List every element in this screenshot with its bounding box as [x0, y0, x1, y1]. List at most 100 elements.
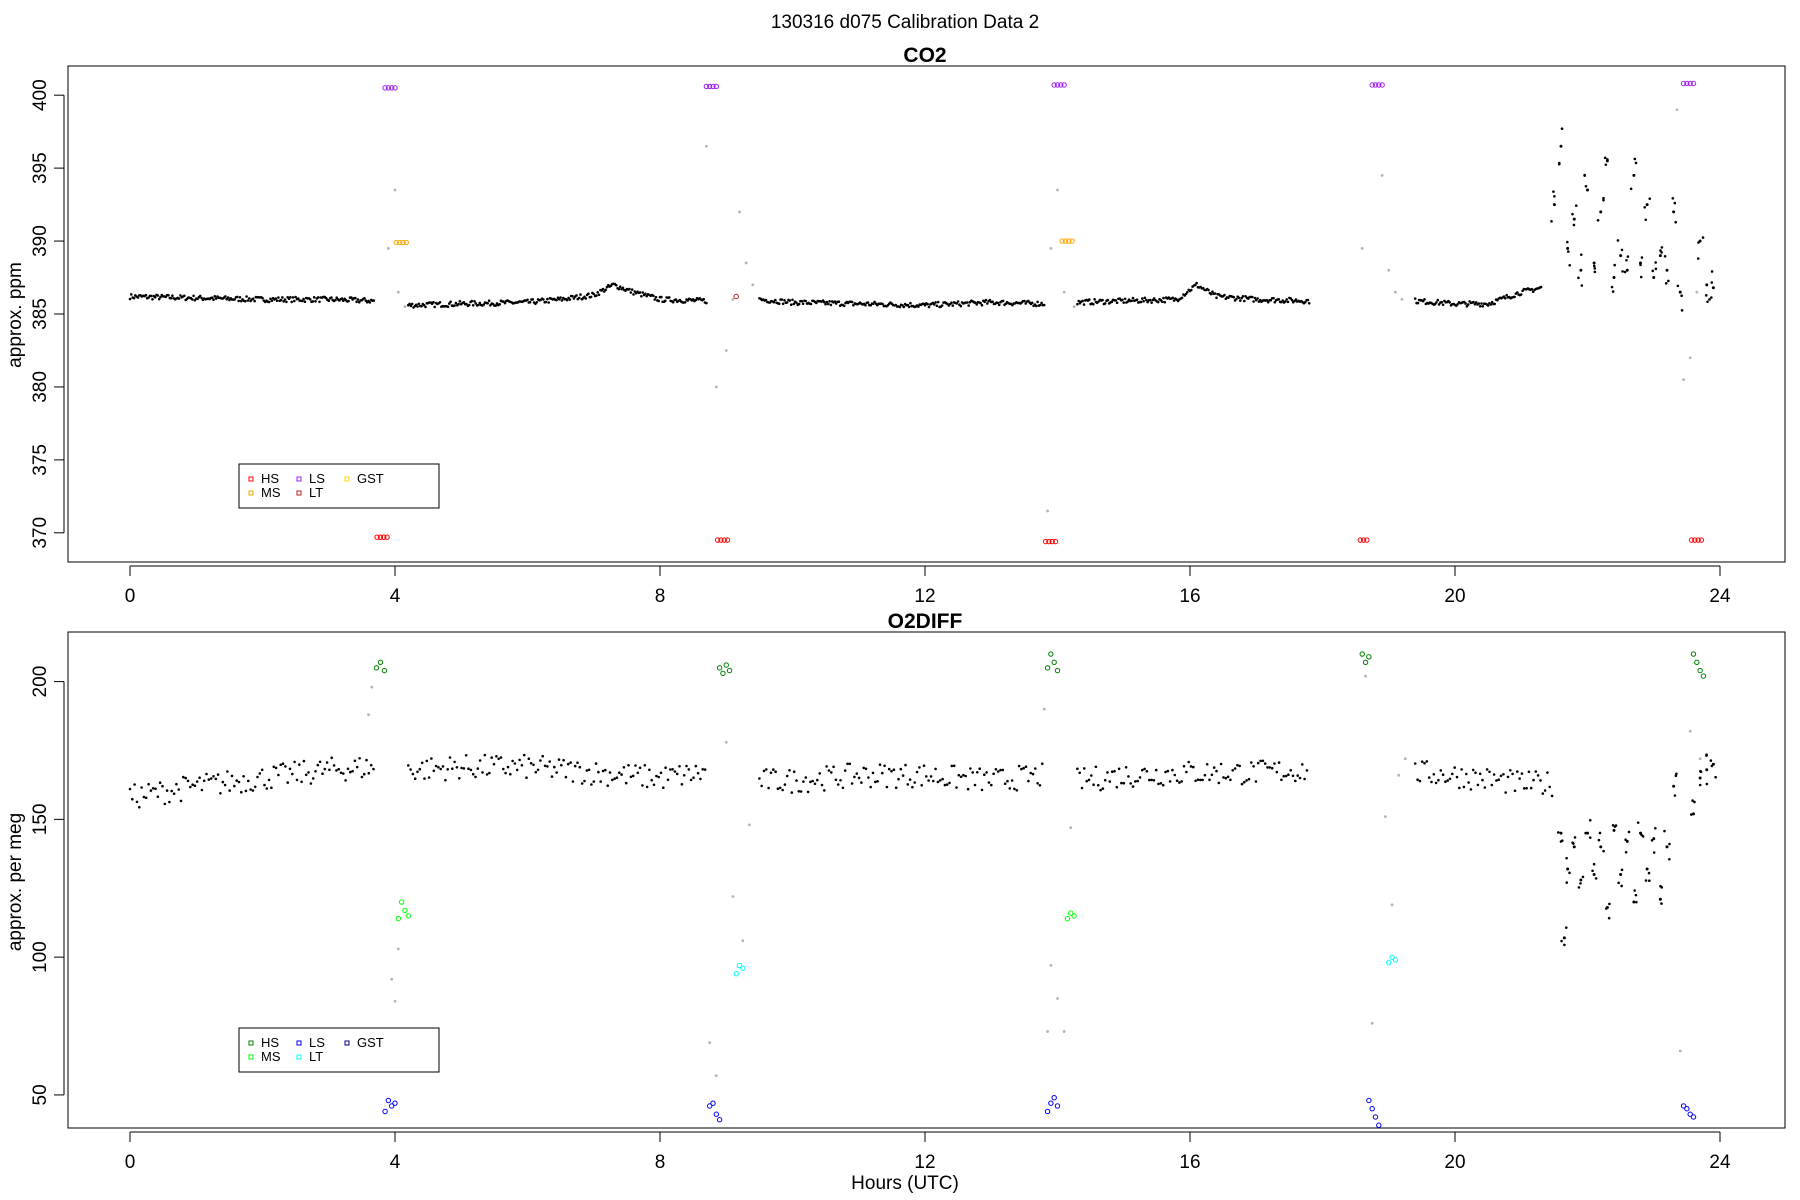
- co2-legend-label: GST: [357, 471, 384, 486]
- co2-x-tick-label: 24: [1709, 586, 1731, 607]
- o2diff-baseline-point: [256, 775, 259, 779]
- co2-baseline-point: [136, 296, 140, 299]
- o2diff-baseline-point: [1020, 767, 1023, 771]
- o2diff-scatter-point: [1672, 784, 1676, 788]
- co2-baseline-point: [1152, 297, 1156, 300]
- o2diff-baseline-point: [1087, 778, 1091, 782]
- co2-baseline-point: [449, 300, 452, 304]
- co2-ls-point: [703, 83, 710, 90]
- co2-baseline-point: [1162, 296, 1165, 300]
- o2diff-baseline-point: [1187, 760, 1190, 764]
- co2-baseline-point: [303, 300, 307, 304]
- o2diff-scatter-point: [1560, 939, 1563, 943]
- co2-baseline-point: [587, 292, 590, 296]
- o2diff-baseline-point: [295, 778, 299, 782]
- o2diff-baseline-point: [1124, 766, 1128, 769]
- co2-scatter-point: [1704, 294, 1708, 297]
- co2-baseline-point: [546, 297, 549, 301]
- o2diff-baseline-point: [1518, 777, 1521, 780]
- o2diff-hs-point: [723, 662, 729, 668]
- co2-baseline-point: [1473, 303, 1477, 306]
- o2diff-baseline-point: [288, 767, 292, 771]
- o2diff-baseline-point: [1284, 774, 1288, 778]
- co2-transition-point: [1049, 246, 1053, 250]
- co2-hs-point: [714, 537, 721, 543]
- o2diff-baseline-point: [309, 782, 313, 785]
- o2diff-baseline-point: [971, 771, 974, 774]
- o2diff-scatter-point: [1592, 862, 1596, 866]
- o2diff-baseline-point: [758, 777, 761, 780]
- co2-baseline-point: [898, 305, 902, 309]
- co2-baseline-point: [1252, 300, 1255, 303]
- co2-baseline-point: [357, 300, 361, 304]
- o2diff-baseline-point: [799, 790, 803, 793]
- o2diff-baseline-point: [1413, 762, 1417, 765]
- o2diff-baseline-point: [195, 780, 199, 783]
- o2diff-transition-point: [396, 947, 400, 951]
- o2diff-baseline-point: [911, 785, 914, 789]
- o2diff-baseline-point: [823, 789, 826, 792]
- o2diff-baseline-point: [1117, 767, 1121, 771]
- figure-title: 130316 d075 Calibration Data 2: [771, 12, 1039, 33]
- o2diff-baseline-point: [864, 767, 868, 771]
- o2diff-baseline-point: [1115, 785, 1119, 789]
- o2diff-baseline-point: [1432, 773, 1436, 776]
- o2diff-baseline-point: [955, 786, 958, 789]
- o2diff-transition-point: [1049, 964, 1053, 967]
- o2diff-baseline-point: [918, 766, 921, 769]
- o2diff-baseline-point: [260, 768, 264, 772]
- o2diff-baseline-point: [277, 773, 280, 777]
- co2-baseline-point: [408, 302, 411, 306]
- o2diff-ls-point: [706, 1103, 713, 1109]
- o2diff-baseline-point: [762, 769, 766, 773]
- co2-x-tick-label: 8: [655, 586, 666, 607]
- co2-hs-point: [1357, 537, 1363, 543]
- o2diff-baseline-point: [645, 785, 649, 789]
- o2diff-baseline-point: [349, 770, 352, 774]
- co2-scatter-point: [1602, 198, 1605, 202]
- o2diff-x-tick-label: 8: [655, 1152, 666, 1173]
- co2-baseline-point: [568, 298, 572, 301]
- o2diff-ls-point: [1044, 1108, 1051, 1115]
- o2diff-baseline-point: [820, 783, 824, 787]
- o2diff-baseline-point: [1541, 792, 1545, 795]
- co2-y-tick-label: 370: [30, 517, 51, 549]
- o2diff-baseline-point: [802, 780, 805, 783]
- o2diff-baseline-point: [850, 782, 854, 785]
- o2diff-baseline-point: [772, 768, 775, 771]
- o2diff-baseline-point: [932, 779, 935, 783]
- co2-baseline-point: [1035, 304, 1038, 308]
- co2-baseline-point: [547, 301, 550, 304]
- co2-hs-point: [1042, 538, 1049, 545]
- co2-y-tick-label: 400: [30, 79, 51, 111]
- o2diff-baseline-point: [427, 776, 431, 779]
- o2diff-baseline-point: [460, 766, 463, 770]
- o2diff-x-tick-label: 12: [914, 1152, 935, 1173]
- o2diff-baseline-point: [1136, 779, 1139, 783]
- co2-scatter-point: [1566, 246, 1570, 250]
- o2diff-legend-marker: [248, 1054, 254, 1060]
- co2-baseline-point: [312, 296, 316, 299]
- o2diff-baseline-point: [1194, 779, 1197, 783]
- co2-baseline-point: [261, 296, 264, 300]
- co2-baseline-point: [809, 302, 813, 306]
- o2diff-baseline-point: [235, 779, 238, 782]
- o2diff-baseline-point: [1529, 786, 1533, 790]
- co2-baseline-point: [1142, 299, 1145, 303]
- co2-ms-point: [400, 239, 406, 246]
- co2-baseline-point: [432, 300, 435, 304]
- co2-scatter-point: [1553, 195, 1556, 198]
- o2diff-baseline-point: [365, 758, 368, 762]
- o2diff-baseline-point: [966, 787, 970, 791]
- o2diff-baseline-point: [1226, 775, 1230, 779]
- o2diff-baseline-point: [650, 778, 653, 782]
- o2diff-baseline-point: [172, 792, 176, 795]
- o2diff-baseline-point: [566, 762, 570, 766]
- o2diff-baseline-point: [1192, 765, 1195, 769]
- o2diff-baseline-point: [629, 775, 633, 779]
- co2-baseline-point: [1201, 286, 1205, 290]
- co2-transition-point: [1393, 290, 1397, 294]
- o2diff-baseline-point: [664, 766, 667, 769]
- o2diff-baseline-point: [853, 775, 856, 779]
- co2-baseline-point: [246, 299, 250, 302]
